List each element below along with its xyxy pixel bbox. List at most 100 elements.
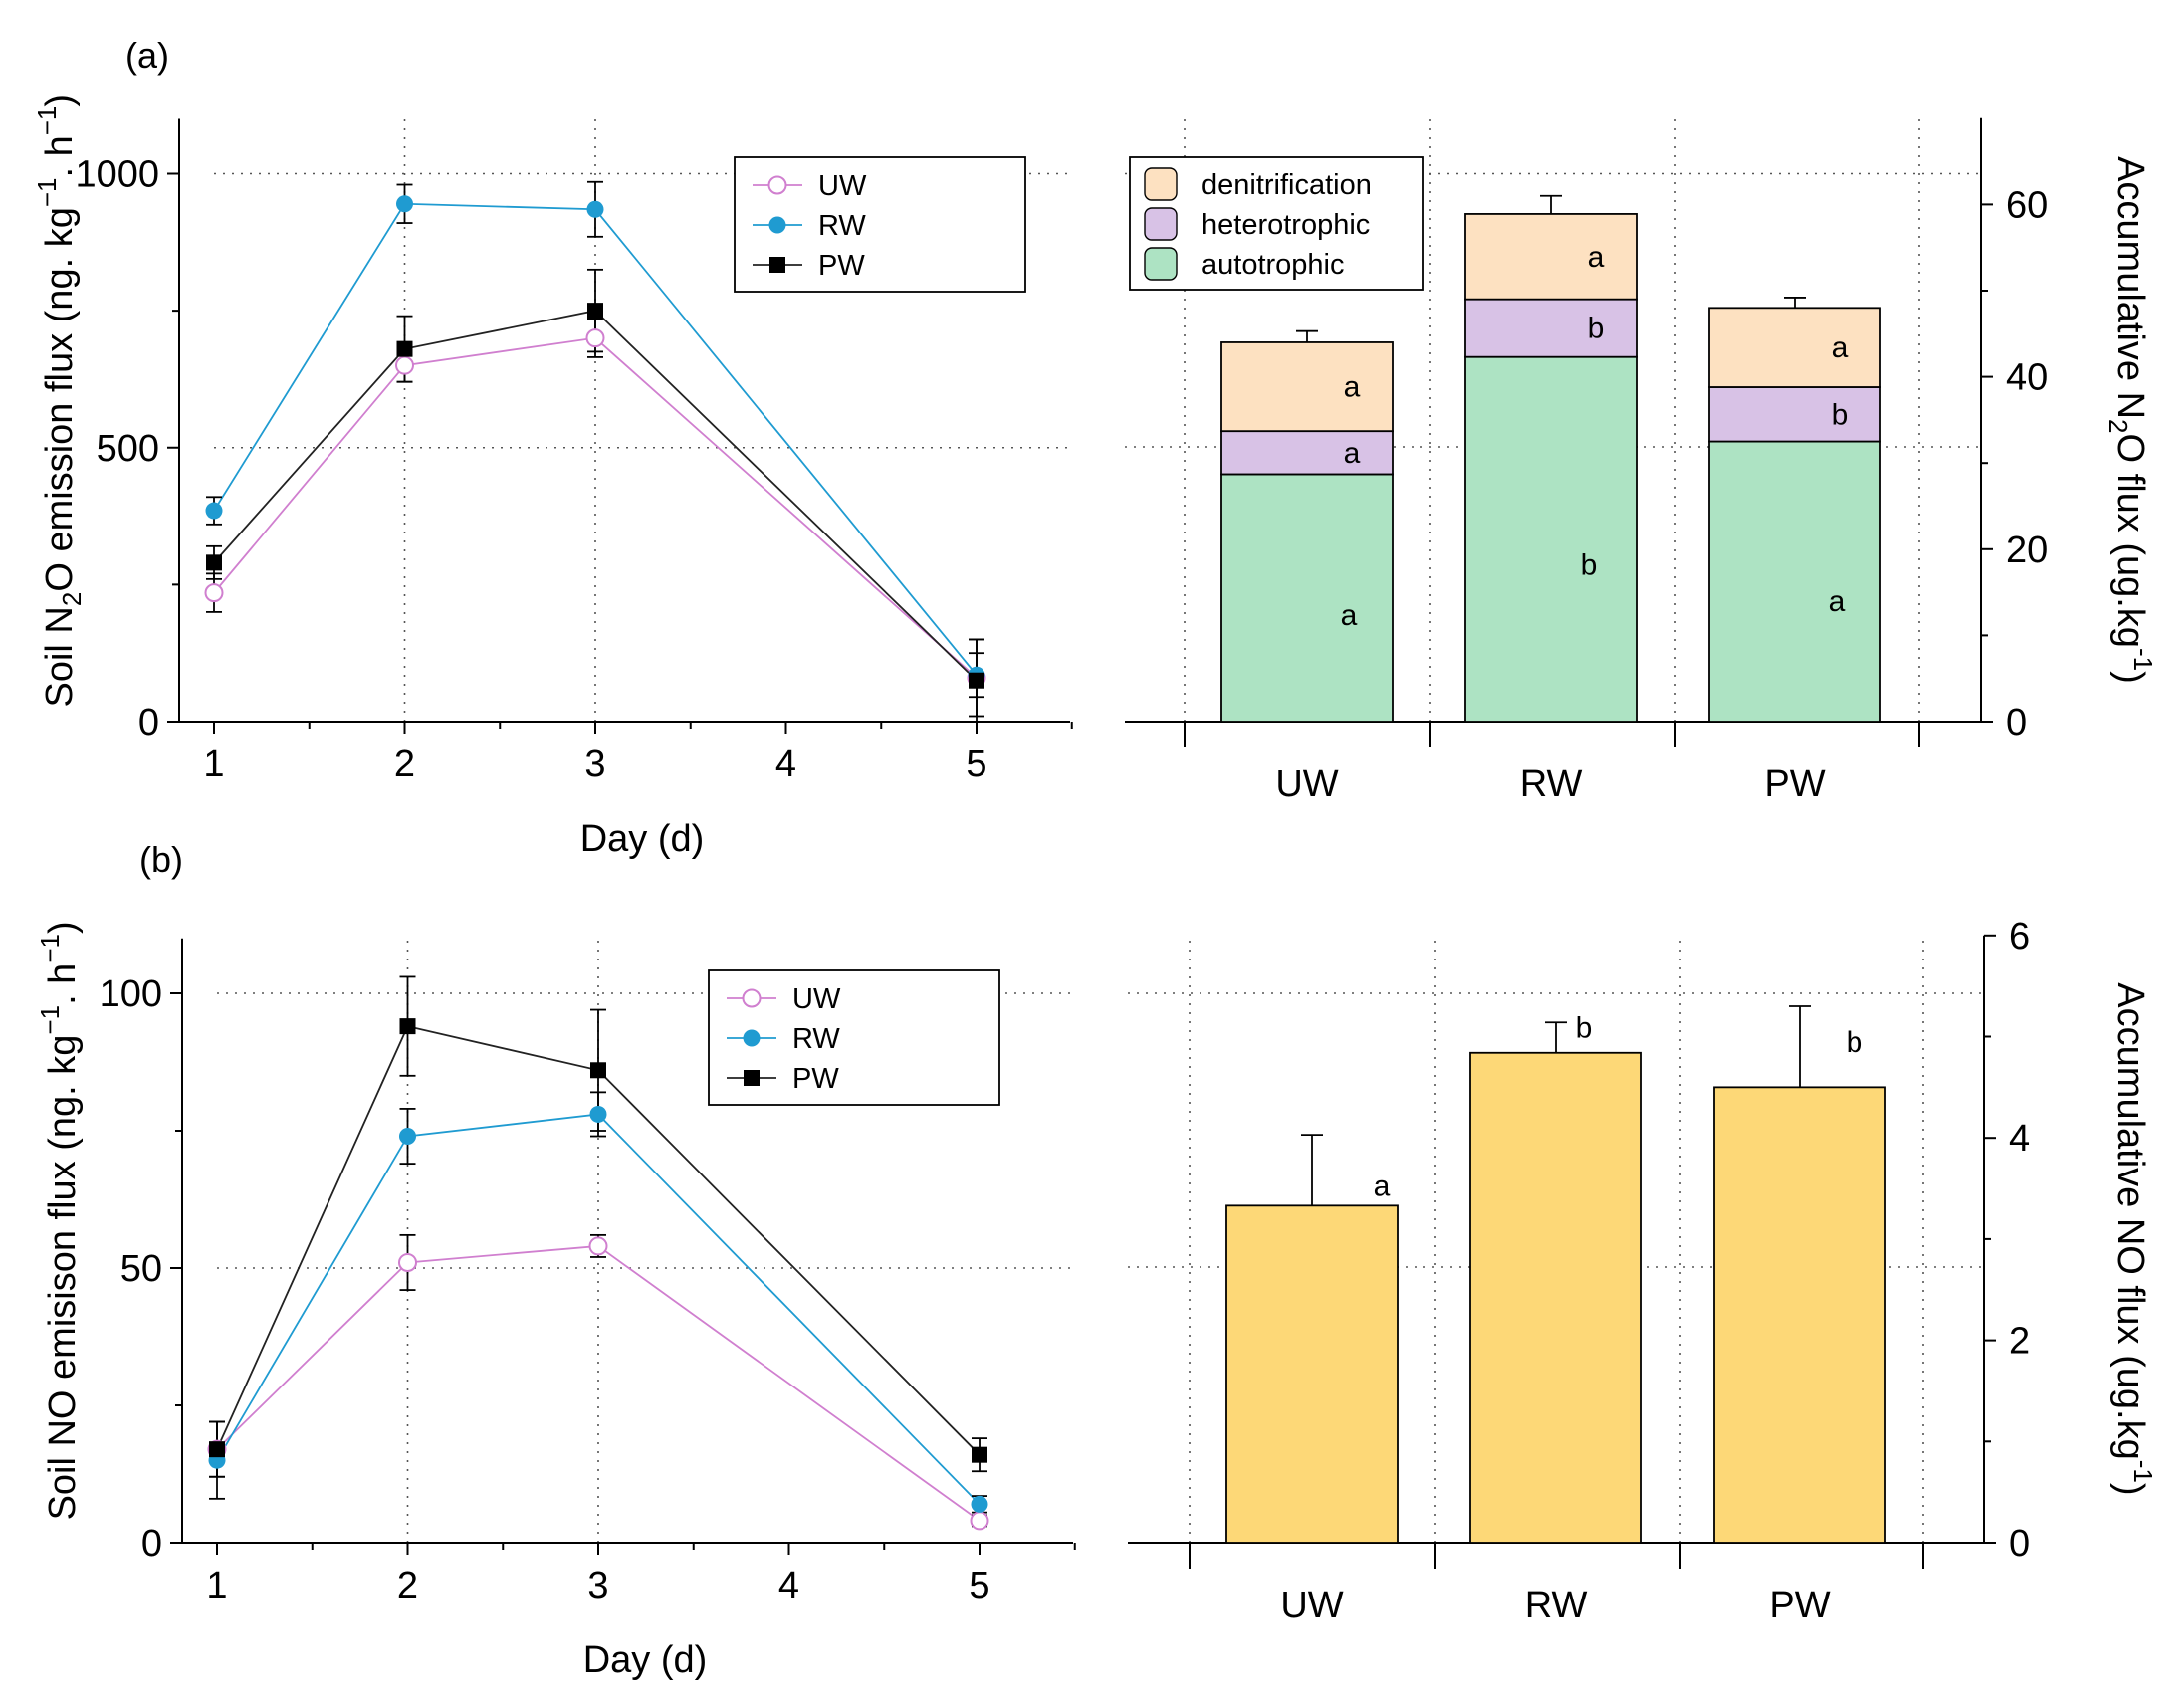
y-tick-label: 20 xyxy=(2006,530,2048,571)
data-point-RW xyxy=(589,1105,607,1123)
series-line-RW xyxy=(213,202,978,676)
legend-marker-PW xyxy=(769,257,785,273)
bar-PW xyxy=(1713,1086,1886,1544)
legend-swatch-heterotrophic xyxy=(1144,207,1178,241)
y-tick-label: 6 xyxy=(2009,916,2030,958)
legend-label-PW: PW xyxy=(818,250,865,282)
no-line-chart: 0 50 100 1 2 3 4 5 Day (d) Soil NO emisison flux … xyxy=(35,921,1076,1681)
bar-denitrification-RW xyxy=(1464,213,1638,301)
legend-swatch-denitrification xyxy=(1144,167,1178,201)
x-axis-title: Day (d) xyxy=(583,1639,708,1681)
y-axis-title: Accumulative N2O flux (ug.kg-1) xyxy=(2103,156,2158,684)
data-point-UW xyxy=(585,328,605,348)
significance-letter: b xyxy=(1588,313,1605,345)
bar-autotrophic-UW xyxy=(1220,473,1394,723)
y-tick-label: 1000 xyxy=(75,154,159,196)
y-tick-label: 0 xyxy=(141,1523,162,1565)
legend-marker-RW xyxy=(743,1029,761,1047)
x-tick-label: 5 xyxy=(969,1565,989,1606)
data-point-RW xyxy=(586,200,604,218)
significance-letter: a xyxy=(1344,437,1361,470)
legend-label-UW: UW xyxy=(792,983,841,1015)
y-tick-label: 0 xyxy=(2006,702,2027,744)
x-tick-label: 4 xyxy=(778,1565,799,1606)
data-point-PW xyxy=(590,1062,606,1079)
legend-marker-UW xyxy=(742,988,762,1008)
x-tick-label: RW xyxy=(1520,763,1583,805)
y-axis-title: Soil N2O emission flux (ng. kg−1. h−1) xyxy=(32,94,87,708)
data-point-UW xyxy=(204,583,224,603)
legend-label-heterotrophic: heterotrophic xyxy=(1201,209,1370,241)
data-point-RW xyxy=(396,195,413,213)
significance-letter: a xyxy=(1374,1170,1391,1202)
significance-letter: a xyxy=(1344,371,1361,404)
data-point-RW xyxy=(205,502,223,520)
x-tick-label: 5 xyxy=(966,744,986,785)
data-point-PW xyxy=(396,340,413,357)
y-tick-label: 0 xyxy=(138,702,159,744)
y-tick-label: 50 xyxy=(120,1248,162,1290)
significance-letter: b xyxy=(1847,1026,1863,1059)
legend-marker-UW xyxy=(767,175,787,195)
y-tick-label: 4 xyxy=(2009,1118,2030,1160)
y-tick-label: 40 xyxy=(2006,357,2048,399)
y-tick-label: 500 xyxy=(97,428,159,470)
bar-autotrophic-RW xyxy=(1464,355,1638,723)
bar-heterotrophic-UW xyxy=(1220,430,1394,476)
data-point-RW xyxy=(971,1495,988,1513)
bar-heterotrophic-RW xyxy=(1464,298,1638,358)
significance-letter: a xyxy=(1829,585,1846,618)
x-tick-label: 4 xyxy=(775,744,796,785)
legend-marker-PW xyxy=(744,1070,760,1086)
series-line-PW xyxy=(216,1025,981,1456)
x-tick-label: 3 xyxy=(584,744,605,785)
x-tick-label: PW xyxy=(1764,763,1825,805)
data-point-PW xyxy=(972,1446,987,1463)
data-point-UW xyxy=(398,1252,417,1272)
significance-letter: a xyxy=(1832,331,1849,364)
significance-letter: a xyxy=(1588,241,1605,274)
significance-letter: b xyxy=(1581,548,1598,581)
x-tick-label: 1 xyxy=(206,1565,227,1606)
y-tick-label: 2 xyxy=(2009,1321,2030,1363)
legend-box xyxy=(1129,156,1424,291)
x-tick-label: 2 xyxy=(394,744,415,785)
x-axis-title: Day (d) xyxy=(580,818,705,860)
y-tick-label: 100 xyxy=(100,973,162,1015)
significance-letter: b xyxy=(1576,1012,1593,1045)
y-tick-label: 0 xyxy=(2009,1523,2030,1565)
legend-label-UW: UW xyxy=(818,170,867,202)
n2o-bar-chart: UW RW PW 0 20 40 60 Accumulative N2O flux (ug.k… xyxy=(1125,117,2158,805)
legend-label-RW: RW xyxy=(792,1023,840,1055)
legend-marker-RW xyxy=(768,216,786,234)
significance-letter: b xyxy=(1832,398,1849,431)
x-tick-label: 1 xyxy=(203,744,224,785)
series-line-RW xyxy=(216,1113,981,1505)
x-tick-label: UW xyxy=(1280,1585,1343,1626)
bar-heterotrophic-PW xyxy=(1708,386,1881,443)
x-tick-label: 2 xyxy=(397,1565,418,1606)
n2o-line-chart: 0 500 1000 1 2 3 4 5 Day (d) Soil N2O emission fl… xyxy=(32,94,1073,860)
x-tick-label: 3 xyxy=(587,1565,608,1606)
y-tick-label: 60 xyxy=(2006,184,2048,226)
data-point-RW xyxy=(399,1128,416,1146)
panel-label-a: (a) xyxy=(125,35,169,76)
data-point-PW xyxy=(209,1441,225,1458)
x-tick-label: UW xyxy=(1275,763,1338,805)
legend-label-PW: PW xyxy=(792,1063,839,1095)
y-axis-title: Accumulative NO flux (ug.kg-1) xyxy=(2109,982,2158,1495)
bar-autotrophic-PW xyxy=(1708,440,1881,723)
legend-label-autotrophic: autotrophic xyxy=(1201,249,1345,281)
data-point-PW xyxy=(587,303,603,320)
data-point-PW xyxy=(969,672,984,689)
bar-UW xyxy=(1225,1204,1399,1544)
significance-letter: a xyxy=(1341,599,1358,632)
series-line-PW xyxy=(213,310,978,682)
legend-label-denitrification: denitrification xyxy=(1201,169,1372,201)
series-line-UW xyxy=(213,336,978,679)
data-point-UW xyxy=(395,355,414,375)
legend-swatch-autotrophic xyxy=(1144,247,1178,281)
bar-RW xyxy=(1469,1051,1642,1544)
bar-denitrification-PW xyxy=(1708,307,1881,388)
data-point-UW xyxy=(588,1236,608,1256)
